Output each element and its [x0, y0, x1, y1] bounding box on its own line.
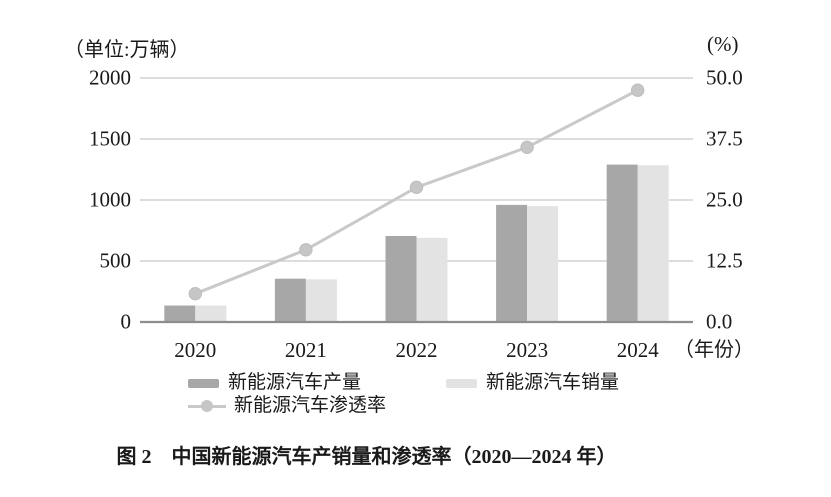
right-axis-tick-label: 50.0 [706, 65, 743, 90]
penetration-dot-icon [201, 400, 213, 412]
legend-label-sales: 新能源汽车销量 [486, 372, 620, 393]
left-axis-tick-label: 2000 [89, 65, 131, 90]
penetration-dot-2021 [299, 243, 313, 257]
left-axis-unit-label: （单位:万辆） [64, 39, 190, 61]
production-bar-2023 [496, 204, 528, 322]
right-axis-unit-label: (%) [707, 32, 739, 56]
legend-item-penetration: 新能源汽车渗透率 [188, 395, 386, 417]
x-axis-tick-label-2022: 2022 [395, 338, 438, 362]
right-axis-tick-label: 12.5 [706, 248, 743, 273]
sales-bar-2022 [416, 237, 448, 322]
legend-item-sales: 新能源汽车销量 [446, 372, 619, 394]
left-axis-tick-label: 1500 [89, 126, 131, 151]
sales-bar-2023 [527, 206, 559, 322]
sales-bar-swatch-icon [446, 378, 477, 388]
x-axis-tick-label-2020: 2020 [174, 338, 217, 362]
production-bar-swatch-icon [188, 378, 219, 388]
legend-item-production: 新能源汽车产量 [188, 372, 361, 394]
penetration-dot-2023 [520, 140, 534, 154]
penetration-dot-2024 [631, 83, 645, 97]
penetration-dot-2022 [409, 180, 424, 195]
sales-bar-2020 [195, 305, 227, 322]
right-axis-tick-label: 37.5 [706, 126, 743, 151]
legend-label-penetration: 新能源汽车渗透率 [234, 395, 387, 416]
x-axis-tick-label-2023: 2023 [506, 338, 549, 362]
figure-caption: 图 2 中国新能源汽车产销量和渗透率（2020—2024 年） [116, 446, 617, 468]
penetration-line-swatch-icon [188, 400, 226, 412]
left-axis-tick-label: 1000 [89, 187, 131, 212]
right-axis-tick-label: 0.0 [706, 309, 733, 334]
x-axis-tick-label-2021: 2021 [284, 338, 327, 362]
sales-bar-2024 [637, 165, 669, 322]
sales-bar-2021 [305, 279, 337, 322]
x-axis-tick-label-2024: 2024 [616, 338, 659, 362]
production-bar-2021 [274, 278, 306, 322]
production-bar-2022 [385, 235, 417, 322]
x-axis-year-suffix: （年份） [674, 339, 754, 361]
penetration-dot-2020 [188, 286, 203, 301]
production-bar-2020 [164, 305, 196, 322]
production-bar-2024 [606, 164, 638, 322]
legend-label-production: 新能源汽车产量 [228, 372, 362, 393]
right-axis-tick-label: 25.0 [706, 187, 743, 212]
left-axis-tick-label: 0 [120, 309, 132, 334]
left-axis-tick-label: 500 [99, 248, 132, 273]
